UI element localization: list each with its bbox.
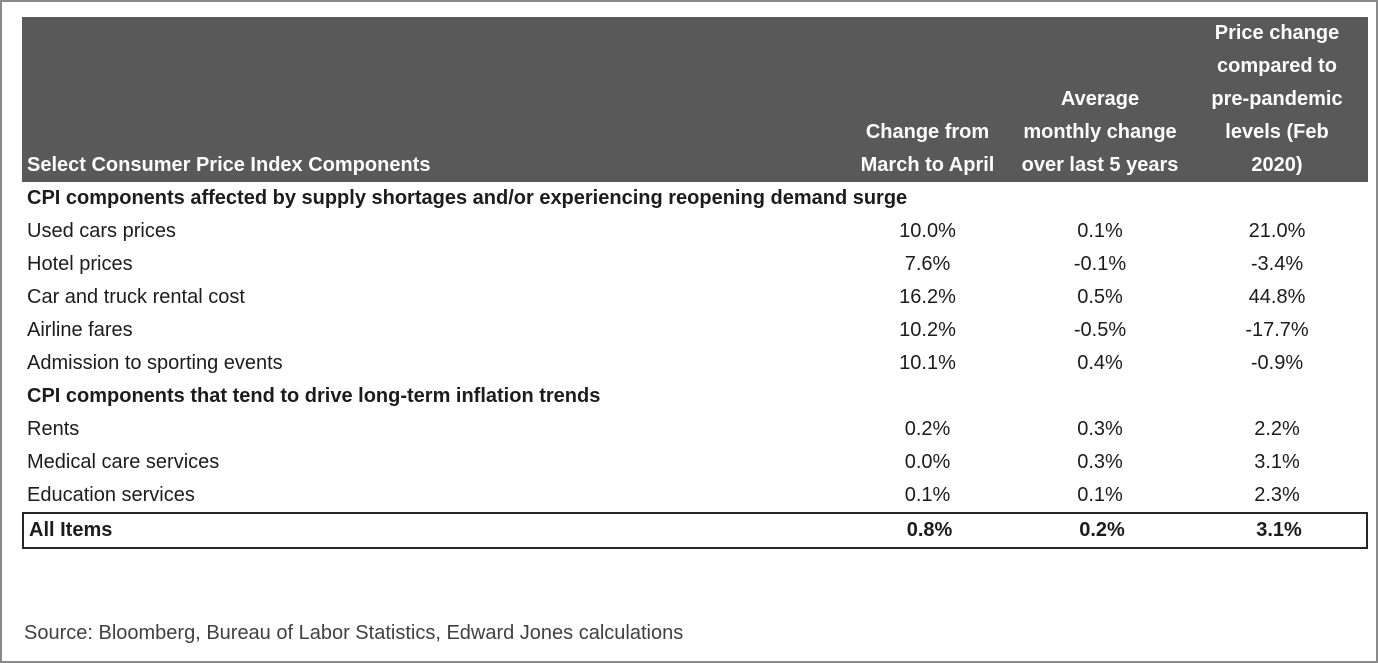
pre-pandemic-change-value: -3.4% [1250,253,1304,275]
avg-monthly-change-value: 0.5% [1077,286,1123,308]
header-components-column: Select Consumer Price Index Components [27,154,431,176]
section-header-row: CPI components that tend to drive long-t… [22,380,1368,413]
change-march-april-value: 0.1% [904,484,951,506]
row-label: Used cars prices [27,220,176,242]
section-header-row: CPI components affected by supply shorta… [22,182,1368,215]
row-label: Admission to sporting events [27,352,283,374]
source-note: Source: Bloomberg, Bureau of Labor Stati… [24,622,684,644]
total-row: All Items 0.8% 0.2% 3.1% [22,512,1368,549]
section-title: CPI components affected by supply shorta… [27,187,908,209]
avg-monthly-change-value: 0.2% [1079,519,1125,541]
table-row: Used cars prices 10.0% 0.1% 21.0% [22,215,1368,248]
change-march-april-value: 10.1% [899,352,956,374]
change-march-april-value: 10.0% [899,220,956,242]
table-row: Medical care services 0.0% 0.3% 3.1% [22,446,1368,479]
pre-pandemic-change-value: 2.2% [1254,418,1300,440]
avg-monthly-change-value: 0.3% [1077,451,1123,473]
row-label: All Items [29,519,113,541]
change-march-april-value: 0.2% [904,418,951,440]
header-change-march-april-column: Change from March to April [860,121,995,176]
change-march-april-value: 0.0% [904,451,951,473]
change-march-april-value: 0.8% [906,519,953,541]
pre-pandemic-change-value: 2.3% [1254,484,1300,506]
table-row: Admission to sporting events 10.1% 0.4% -0.… [22,347,1368,380]
table-row: Hotel prices 7.6% -0.1% -3.4% [22,248,1368,281]
cpi-components-table: Select Consumer Price Index Components C… [22,17,1368,549]
row-label: Education services [27,484,195,506]
pre-pandemic-change-value: 21.0% [1248,220,1306,242]
avg-monthly-change-value: -0.5% [1073,319,1127,341]
row-label: Hotel prices [27,253,133,275]
table-body: CPI components affected by supply shorta… [22,182,1368,549]
row-label: Rents [27,418,80,440]
table-row: Car and truck rental cost 16.2% 0.5% 44.8% [22,281,1368,314]
table-row: Airline fares 10.2% -0.5% -17.7% [22,314,1368,347]
pre-pandemic-change-value: 44.8% [1248,286,1306,308]
change-march-april-value: 10.2% [899,319,956,341]
pre-pandemic-change-value: 3.1% [1254,451,1300,473]
table-row: Rents 0.2% 0.3% 2.2% [22,413,1368,446]
row-label: Car and truck rental cost [27,286,245,308]
pre-pandemic-change-value: -0.9% [1250,352,1304,374]
avg-monthly-change-value: 0.4% [1077,352,1123,374]
avg-monthly-change-value: -0.1% [1073,253,1127,275]
pre-pandemic-change-value: -17.7% [1245,319,1309,341]
table-header-row: Select Consumer Price Index Components C… [22,17,1368,182]
change-march-april-value: 7.6% [904,253,951,275]
avg-monthly-change-value: 0.3% [1077,418,1123,440]
avg-monthly-change-value: 0.1% [1077,484,1123,506]
avg-monthly-change-value: 0.1% [1077,220,1123,242]
header-avg-monthly-change-column: Average monthly change over last 5 years [1021,88,1179,176]
row-label: Medical care services [27,451,220,473]
pre-pandemic-change-value: 3.1% [1256,519,1302,541]
header-pre-pandemic-column: Price change compared to pre-pandemic le… [1211,22,1343,176]
row-label: Airline fares [27,319,133,341]
section-title: CPI components that tend to drive long-t… [27,385,601,407]
change-march-april-value: 16.2% [899,286,956,308]
table-row: Education services 0.1% 0.1% 2.3% [22,479,1368,512]
